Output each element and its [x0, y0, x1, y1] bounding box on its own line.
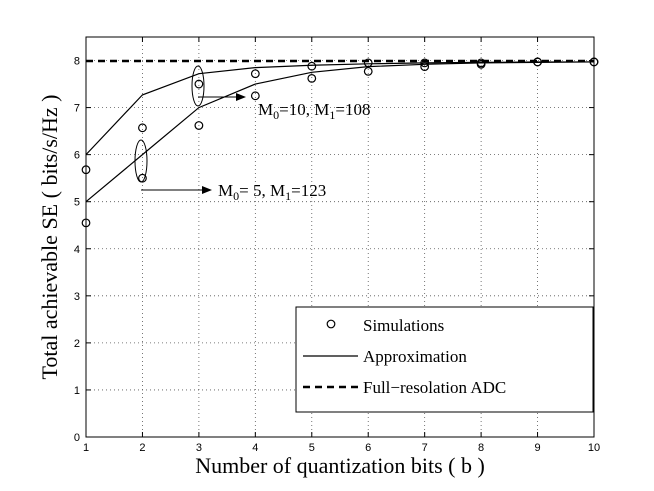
annotation-m10: M0=10, M1=108 [191, 65, 370, 122]
y-tick-label: 1 [74, 385, 80, 397]
plot-frame [85, 36, 595, 438]
x-tick-label: 4 [252, 442, 258, 454]
y-tick-label: 8 [74, 56, 80, 68]
y-axis-label: Total achievable SE ( bits/s/Hz ) [37, 95, 62, 380]
data-point-marker [194, 121, 204, 130]
legend-label-simulations: Simulations [363, 316, 444, 335]
y-tick-label: 6 [74, 150, 80, 162]
data-point-marker [420, 58, 430, 68]
x-tick-label: 3 [196, 442, 202, 454]
data-point-marker [250, 91, 260, 101]
annotation-ellipse [134, 139, 148, 183]
y-tick-label: 2 [74, 338, 80, 350]
data-point-marker [363, 66, 373, 76]
data-point-marker [533, 57, 542, 67]
x-tick-label: 8 [478, 442, 484, 454]
x-tick-label: 7 [422, 442, 428, 454]
legend: Simulations Approximation Full−resolatio… [295, 306, 594, 413]
y-tick-label: 0 [74, 432, 80, 444]
data-point-marker [307, 74, 317, 83]
annotation-arrowhead [236, 93, 246, 101]
x-tick-label: 1 [83, 442, 89, 454]
legend-box [295, 306, 594, 413]
annotation-arrowhead [202, 186, 212, 194]
y-tick-label: 4 [74, 244, 80, 256]
x-tick-label: 2 [139, 442, 145, 454]
data-point-marker [307, 61, 317, 71]
annotation-m5: M0= 5, M1=123 [134, 139, 326, 203]
y-tick-label: 5 [74, 197, 80, 209]
x-tick-label: 5 [309, 442, 315, 454]
legend-label-approximation: Approximation [363, 347, 467, 366]
series-line-solid [85, 61, 595, 203]
annotation-label: M0=10, M1=108 [258, 100, 370, 122]
x-tick-label: 6 [365, 442, 371, 454]
legend-label-full-resolution: Full−resolation ADC [363, 378, 506, 397]
data-point-marker [476, 59, 486, 69]
y-tick-label: 7 [74, 103, 80, 115]
x-tick-label: 9 [534, 442, 540, 454]
data-point-marker [420, 62, 430, 72]
data-point-marker [250, 69, 260, 79]
annotation-label: M0= 5, M1=123 [218, 181, 326, 203]
data-point-marker [138, 123, 147, 133]
data-point-marker [194, 79, 204, 89]
x-tick-label: 10 [588, 442, 600, 454]
annotation-ellipse [191, 65, 205, 107]
data-point-marker [363, 58, 373, 68]
legend-marker-circle [326, 319, 336, 329]
y-tick-label: 3 [74, 291, 80, 303]
x-axis-label: Number of quantization bits ( b ) [195, 453, 485, 478]
